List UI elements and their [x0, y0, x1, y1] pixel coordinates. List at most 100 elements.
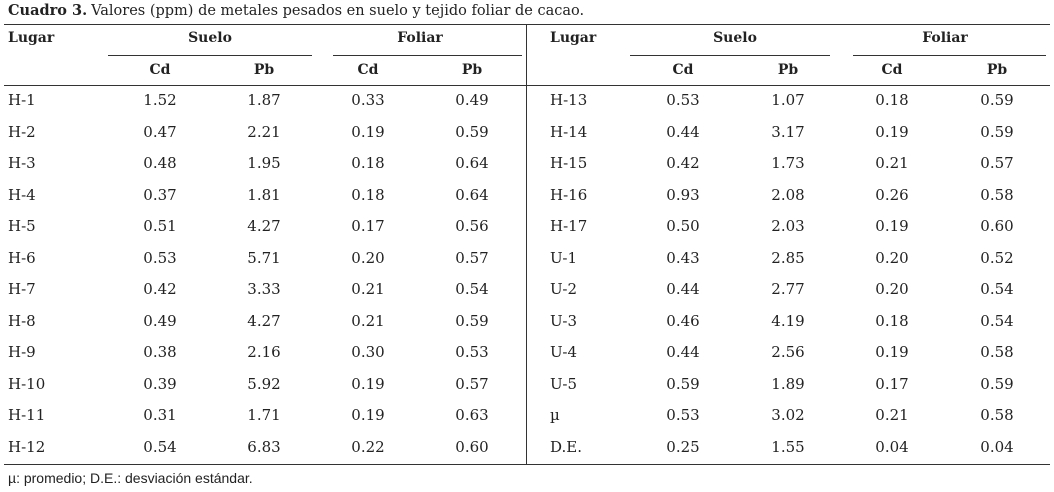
value-cell: 0.48 [143, 154, 177, 172]
value-cell: 0.52 [980, 248, 1014, 267]
value-cell: 0.19 [351, 122, 385, 141]
value-cell: 2.85 [771, 248, 805, 267]
value-cell: 2.08 [771, 185, 805, 204]
header-rule [4, 85, 1050, 86]
value-cell: 0.19 [875, 217, 909, 235]
value-cell: 2.77 [771, 280, 805, 298]
value-cell: 0.20 [875, 248, 909, 267]
value-cell: 0.53 [666, 406, 700, 424]
value-cell: 0.59 [455, 311, 489, 330]
group-header: Suelo [713, 30, 757, 46]
footnote: µ: promedio; D.E.: desviación estándar. [8, 470, 253, 486]
divider [526, 24, 527, 464]
site-cell: U-3 [550, 311, 577, 330]
value-cell: 0.44 [666, 122, 700, 141]
value-cell: 0.38 [143, 343, 177, 361]
value-cell: 0.59 [666, 374, 700, 393]
value-cell: 1.71 [247, 406, 281, 424]
value-cell: 0.54 [980, 311, 1014, 330]
value-cell: 0.46 [666, 311, 700, 330]
value-cell: 0.43 [666, 248, 700, 267]
value-cell: 0.59 [455, 122, 489, 141]
sub-header: Cd [357, 62, 379, 78]
value-cell: 0.44 [666, 343, 700, 361]
value-cell: 0.49 [143, 311, 177, 330]
value-cell: 0.42 [666, 154, 700, 172]
group-rule [853, 55, 1046, 56]
site-cell: D.E. [550, 437, 582, 456]
group-header: Lugar [550, 30, 597, 46]
value-cell: 1.52 [143, 91, 177, 109]
value-cell: 1.07 [771, 91, 805, 109]
value-cell: 0.18 [351, 154, 385, 172]
site-cell: H-1 [8, 91, 36, 109]
site-cell: H-3 [8, 154, 36, 172]
sub-header: Pb [461, 62, 483, 78]
value-cell: 0.21 [351, 280, 385, 298]
value-cell: 0.30 [351, 343, 385, 361]
value-cell: 0.54 [143, 437, 177, 456]
site-cell: H-6 [8, 248, 36, 267]
value-cell: 4.27 [247, 311, 281, 330]
value-cell: 0.39 [143, 374, 177, 393]
value-cell: 0.18 [875, 311, 909, 330]
value-cell: 6.83 [247, 437, 281, 456]
value-cell: 0.50 [666, 217, 700, 235]
value-cell: 4.27 [247, 217, 281, 235]
value-cell: 0.26 [875, 185, 909, 204]
group-rule [630, 55, 830, 56]
caption-label: Cuadro 3. [8, 2, 88, 19]
value-cell: 0.19 [351, 406, 385, 424]
value-cell: 0.44 [666, 280, 700, 298]
value-cell: 1.95 [247, 154, 281, 172]
group-header: Foliar [397, 30, 443, 46]
value-cell: 0.93 [666, 185, 700, 204]
bottom-rule [4, 464, 1050, 465]
value-cell: 3.02 [771, 406, 805, 424]
site-cell: U-5 [550, 374, 577, 393]
value-cell: 0.58 [980, 406, 1014, 424]
value-cell: 0.20 [351, 248, 385, 267]
sub-header: Pb [777, 62, 799, 78]
site-cell: H-4 [8, 185, 36, 204]
value-cell: 0.25 [666, 437, 700, 456]
site-cell: H-12 [8, 437, 46, 456]
value-cell: 0.53 [455, 343, 489, 361]
value-cell: 3.17 [771, 122, 805, 141]
value-cell: 2.03 [771, 217, 805, 235]
value-cell: 0.58 [980, 343, 1014, 361]
site-cell: H-5 [8, 217, 36, 235]
value-cell: 0.21 [875, 154, 909, 172]
caption-text: Valores (ppm) de metales pesados en suel… [91, 3, 585, 19]
site-cell: H-9 [8, 343, 36, 361]
value-cell: 4.19 [771, 311, 805, 330]
site-cell: H-2 [8, 122, 36, 141]
value-cell: 0.04 [875, 437, 909, 456]
value-cell: 2.21 [247, 122, 281, 141]
group-header: Suelo [188, 30, 232, 46]
site-cell: H-17 [550, 217, 588, 235]
value-cell: 0.64 [455, 154, 489, 172]
value-cell: 0.31 [143, 406, 177, 424]
value-cell: 1.73 [771, 154, 805, 172]
value-cell: 0.19 [351, 374, 385, 393]
value-cell: 1.81 [247, 185, 281, 204]
value-cell: 0.22 [351, 437, 385, 456]
site-cell: H-16 [550, 185, 588, 204]
value-cell: 0.57 [455, 248, 489, 267]
sub-header: Cd [149, 62, 171, 78]
value-cell: 0.54 [455, 280, 489, 298]
value-cell: 0.56 [455, 217, 489, 235]
value-cell: 0.21 [351, 311, 385, 330]
value-cell: 0.17 [875, 374, 909, 393]
value-cell: 1.55 [771, 437, 805, 456]
value-cell: 1.89 [771, 374, 805, 393]
top-rule [4, 24, 1050, 25]
group-rule [108, 55, 312, 56]
group-header: Foliar [922, 30, 968, 46]
value-cell: 0.04 [980, 437, 1014, 456]
value-cell: 0.58 [980, 185, 1014, 204]
value-cell: 0.60 [980, 217, 1014, 235]
value-cell: 0.37 [143, 185, 177, 204]
